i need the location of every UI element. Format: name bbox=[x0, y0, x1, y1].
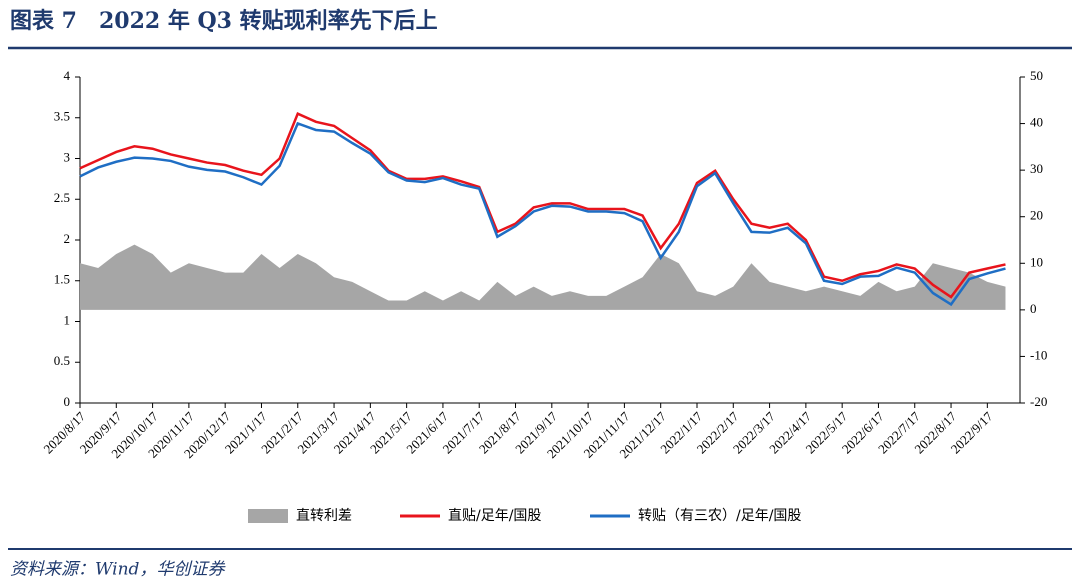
y2-tick-label: -10 bbox=[1030, 347, 1047, 362]
y2-tick-label: 10 bbox=[1030, 254, 1043, 269]
source: 资料来源：Wind，华创证券 bbox=[10, 560, 226, 580]
y-tick-label: 0.5 bbox=[54, 353, 70, 368]
y2-tick-label: 50 bbox=[1030, 68, 1043, 83]
y2-tick-label: 0 bbox=[1030, 301, 1037, 316]
legend-label: 直转利差 bbox=[296, 507, 352, 524]
legend-swatch bbox=[248, 509, 288, 523]
y2-tick-label: 20 bbox=[1030, 208, 1043, 223]
y2-tick-label: -20 bbox=[1030, 394, 1047, 409]
y-tick-label: 2.5 bbox=[54, 190, 70, 205]
legend-label: 转贴（有三农）/足年/国股 bbox=[638, 508, 801, 524]
y-tick-label: 3.5 bbox=[54, 109, 70, 124]
y-tick-label: 1.5 bbox=[54, 272, 70, 287]
y2-tick-label: 30 bbox=[1030, 161, 1043, 176]
line bbox=[79, 121, 1006, 307]
area bbox=[80, 244, 1006, 310]
y-tick-label: 3 bbox=[64, 149, 71, 164]
legend-label: 直贴/足年/国股 bbox=[448, 507, 541, 524]
line bbox=[79, 112, 1006, 299]
y-tick-label: 1 bbox=[64, 312, 71, 327]
y-tick-label: 0 bbox=[64, 394, 71, 409]
chart-title: 图表 7 2022 年 Q3 转贴现利率先下后上 bbox=[10, 8, 438, 34]
y-tick-label: 4 bbox=[64, 68, 71, 83]
y-tick-label: 2 bbox=[64, 231, 71, 246]
y2-tick-label: 40 bbox=[1030, 115, 1043, 130]
